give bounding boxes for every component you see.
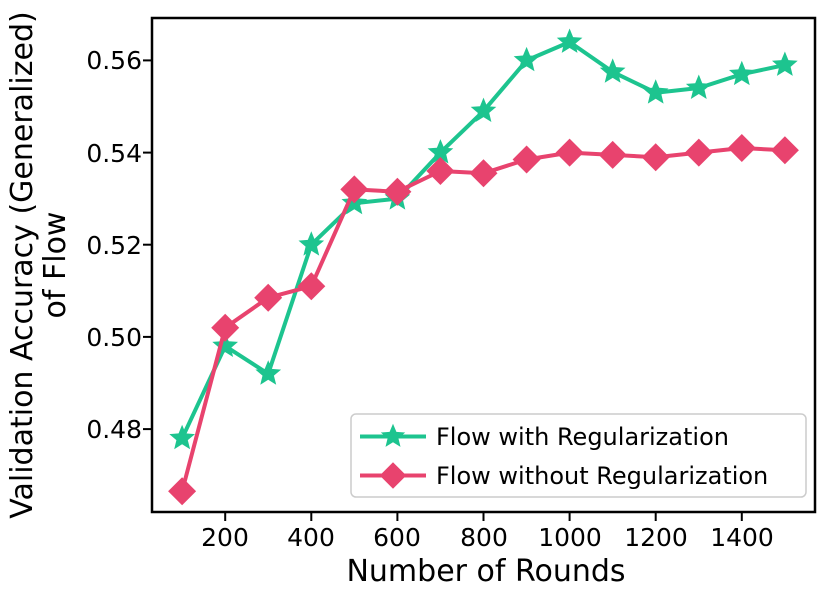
data-point-marker-0 <box>298 231 325 256</box>
x-tick-label: 200 <box>201 523 249 552</box>
data-point-marker-0 <box>556 28 583 53</box>
data-point-marker-1 <box>555 138 584 167</box>
text-layer: 0.48 0.50 0.52 0.54 0.56 200 400 600 800… <box>5 11 774 589</box>
x-tick-label: 600 <box>373 523 421 552</box>
data-point-marker-0 <box>470 97 497 122</box>
data-point-marker-1 <box>211 313 240 342</box>
legend-label-without-regularization: Flow without Regularization <box>436 462 768 490</box>
y-tick-label: 0.52 <box>86 231 142 260</box>
data-point-marker-0 <box>169 424 195 450</box>
data-point-marker-1 <box>641 143 670 172</box>
data-point-marker-1 <box>770 136 799 165</box>
legend-sample-marker-1 <box>379 462 407 489</box>
data-point-marker-1 <box>684 138 713 167</box>
y-tick-label: 0.54 <box>86 139 142 168</box>
x-tick-label: 1000 <box>538 523 602 552</box>
legend-box <box>350 413 807 498</box>
data-point-marker-1 <box>254 283 283 312</box>
data-point-marker-1 <box>512 145 541 174</box>
x-tick-label: 1400 <box>710 523 774 552</box>
plot-layer <box>143 16 817 521</box>
x-axis-label: Number of Rounds <box>346 554 625 589</box>
data-point-marker-0 <box>599 58 626 83</box>
x-tick-label: 400 <box>287 523 335 552</box>
data-point-marker-1 <box>598 140 627 169</box>
y-axis-label-line1: Validation Accuracy (Generalized) <box>5 11 40 518</box>
data-point-marker-1 <box>340 175 369 204</box>
data-point-marker-1 <box>297 272 326 301</box>
y-tick-label: 0.50 <box>86 323 142 352</box>
data-point-marker-0 <box>212 332 238 357</box>
y-tick-label: 0.48 <box>86 415 142 444</box>
data-point-marker-0 <box>255 360 282 385</box>
data-point-marker-1 <box>383 177 412 206</box>
data-point-marker-1 <box>727 134 756 162</box>
x-tick-label: 1200 <box>624 523 688 552</box>
data-point-marker-0 <box>642 79 669 104</box>
data-point-marker-0 <box>685 74 712 99</box>
legend-sample-marker-0 <box>380 423 406 447</box>
x-tick-label: 800 <box>460 523 508 552</box>
data-point-marker-1 <box>469 159 498 188</box>
plot-frame <box>150 16 817 514</box>
data-point-marker-1 <box>426 157 455 185</box>
data-point-marker-0 <box>772 51 798 76</box>
data-point-marker-0 <box>513 46 540 72</box>
data-point-marker-0 <box>427 139 454 164</box>
legend-label-with-regularization: Flow with Regularization <box>436 423 729 451</box>
y-tick-label: 0.56 <box>86 46 142 75</box>
data-point-marker-0 <box>729 60 755 86</box>
y-axis-label-line2: of Flow <box>38 212 73 319</box>
data-point-marker-1 <box>168 477 197 506</box>
